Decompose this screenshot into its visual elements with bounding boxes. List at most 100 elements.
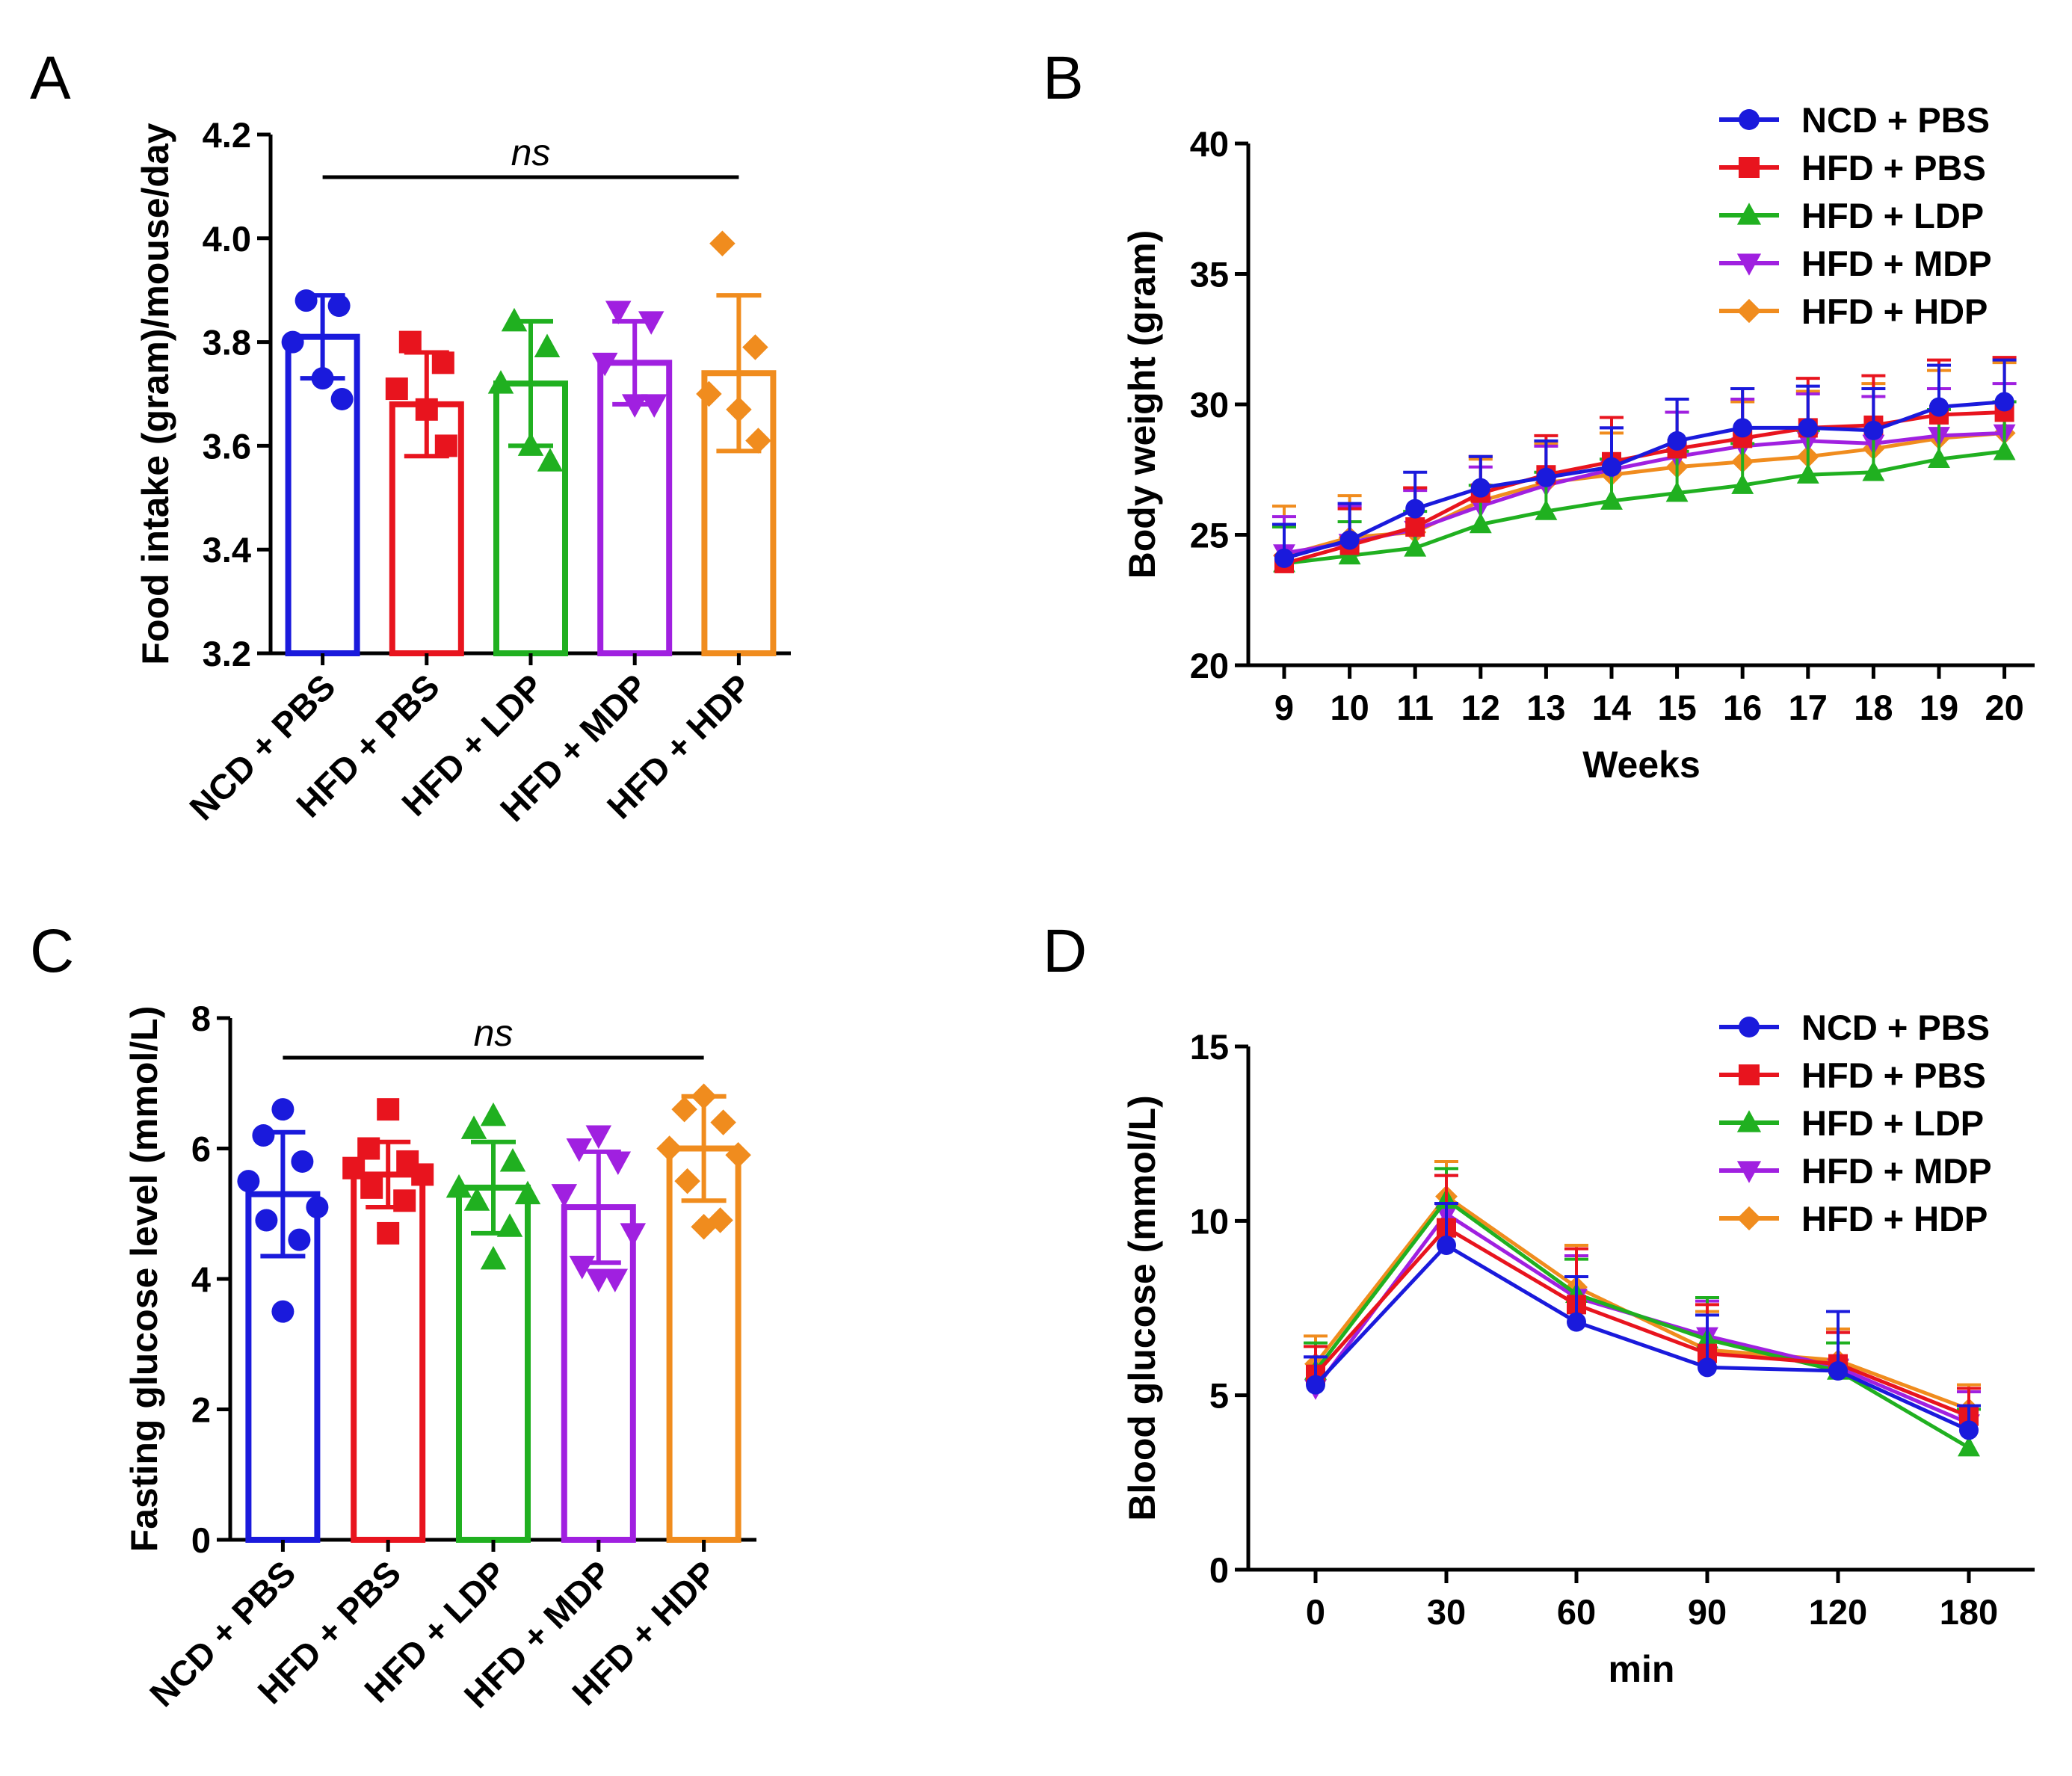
data-point: [517, 432, 544, 456]
data-point: [691, 1083, 717, 1109]
data-point: [1600, 489, 1623, 510]
data-point: [434, 434, 457, 457]
legend-label: HFD + HDP: [1801, 292, 1988, 331]
x-tick-label: 0: [1306, 1592, 1325, 1632]
x-tick-label: 16: [1723, 688, 1762, 727]
data-point: [415, 398, 438, 421]
data-point: [463, 1187, 490, 1211]
x-tick-label: 17: [1789, 688, 1828, 727]
data-point: [691, 1213, 717, 1240]
x-tick-label: 20: [1985, 688, 2023, 727]
x-tick-label: 120: [1809, 1592, 1867, 1632]
data-point: [385, 377, 408, 401]
x-tick-label: 30: [1427, 1592, 1466, 1632]
x-tick-label: 60: [1557, 1592, 1596, 1632]
data-point: [621, 394, 648, 418]
data-point: [534, 333, 561, 358]
y-tick-label: 0: [191, 1520, 211, 1560]
data-point: [514, 1180, 541, 1205]
y-tick-label: 10: [1190, 1201, 1229, 1241]
x-tick-label: 18: [1854, 688, 1893, 727]
data-point: [306, 1196, 329, 1219]
y-tick-label: 2: [191, 1390, 211, 1430]
data-point: [1536, 467, 1556, 487]
data-point: [1470, 478, 1490, 498]
legend-label: HFD + LDP: [1801, 1103, 1984, 1143]
data-point: [605, 1151, 632, 1175]
data-point: [252, 1124, 275, 1147]
data-point: [537, 448, 564, 472]
significance-label: ns: [474, 1012, 514, 1054]
data-point: [1994, 392, 2014, 412]
x-tick-label: 19: [1920, 688, 1958, 727]
y-tick-label: 0: [1209, 1550, 1229, 1590]
data-point: [1929, 397, 1949, 417]
legend-marker: [1736, 1161, 1762, 1183]
data-point: [709, 230, 736, 256]
data-point: [357, 1137, 380, 1160]
data-point: [1733, 418, 1753, 438]
data-point: [1404, 536, 1427, 557]
panel-letter-c: C: [30, 917, 74, 985]
data-point: [327, 295, 351, 318]
data-point: [1863, 420, 1884, 440]
data-point: [726, 396, 752, 423]
legend-marker: [1736, 1206, 1762, 1231]
x-tick-label: 14: [1592, 688, 1631, 727]
legend-label: HFD + MDP: [1801, 1151, 1992, 1191]
data-point: [480, 1245, 507, 1270]
data-point: [1602, 457, 1621, 477]
y-axis-title: Food intake (gram)/mouse/day: [135, 123, 176, 665]
legend-marker: [1739, 157, 1760, 178]
legend-label: HFD + HDP: [1801, 1199, 1988, 1239]
series-line: [1283, 449, 2005, 566]
data-point: [295, 289, 318, 312]
series-line: [1314, 1197, 1970, 1449]
legend-marker: [1736, 253, 1762, 276]
y-tick-label: 25: [1190, 516, 1229, 555]
data-point: [1665, 481, 1689, 502]
body-weight-chart: 20 25 30 35 40 9 10 11 12 13 14 15 16 17 18 19 20 Weeks Bo…: [1121, 100, 2035, 786]
data-point: [1698, 1357, 1717, 1378]
data-point: [591, 352, 618, 377]
y-tick-label: 3.4: [203, 530, 251, 570]
legend-label: HFD + LDP: [1801, 196, 1984, 235]
data-point: [745, 428, 771, 454]
data-point: [288, 1228, 311, 1251]
x-axis-title: min: [1609, 1648, 1675, 1690]
data-point: [696, 380, 722, 407]
data-point: [1828, 1361, 1848, 1381]
legend-label: HFD + PBS: [1801, 148, 1986, 188]
data-point: [237, 1170, 260, 1193]
data-point: [569, 1256, 596, 1280]
data-point: [271, 1300, 295, 1323]
x-tick-label: 13: [1526, 688, 1565, 727]
data-point: [342, 1156, 366, 1180]
data-point: [1405, 517, 1425, 537]
x-axis-title: Weeks: [1582, 744, 1701, 786]
data-point: [674, 1168, 700, 1194]
data-point: [605, 300, 632, 324]
data-point: [585, 1268, 612, 1292]
y-tick-label: 40: [1190, 124, 1229, 164]
legend-label: HFD + MDP: [1801, 244, 1992, 283]
x-tick-label: 15: [1657, 688, 1696, 727]
series-line: [1314, 1225, 1970, 1418]
y-tick-label: 3.8: [203, 323, 251, 363]
panel-letter-b: B: [1043, 44, 1084, 112]
x-tick-label: 9: [1274, 688, 1294, 727]
data-point: [377, 1098, 400, 1121]
data-point: [1959, 1420, 1979, 1440]
x-tick-label: 12: [1461, 688, 1500, 727]
y-tick-label: 5: [1209, 1376, 1229, 1416]
y-tick-label: 4: [191, 1259, 211, 1299]
y-tick-label: 6: [191, 1129, 211, 1169]
data-point: [1798, 418, 1818, 438]
data-point: [1437, 1236, 1456, 1255]
data-point: [1993, 440, 2016, 460]
data-point: [710, 1109, 736, 1135]
data-point: [1567, 1312, 1586, 1332]
data-point: [620, 1223, 647, 1247]
data-point: [566, 1138, 593, 1162]
legend-marker: [1736, 1110, 1762, 1132]
